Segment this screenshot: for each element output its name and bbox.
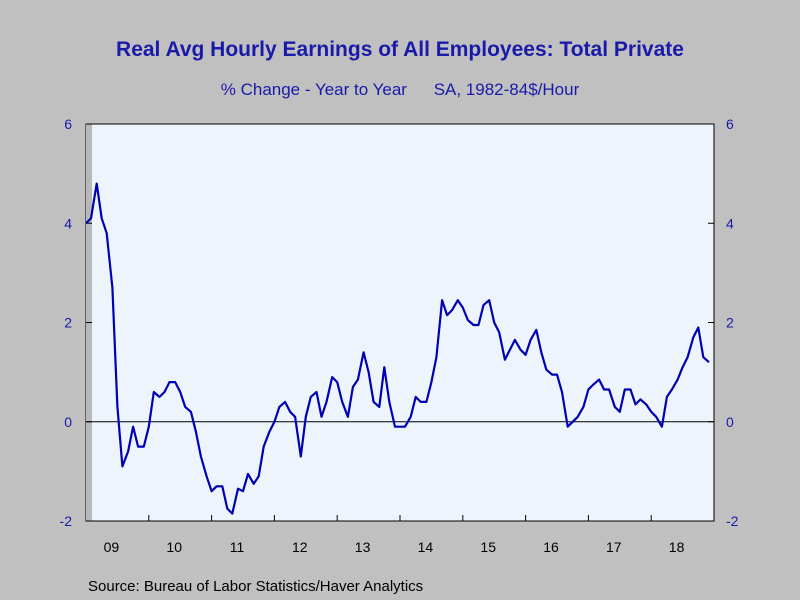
series-line — [85, 182, 710, 515]
x-tick-label: 18 — [669, 539, 685, 555]
y-tick-label-right: 0 — [726, 414, 734, 430]
y-tick-label-right: 6 — [726, 116, 734, 132]
y-tick-label-left: 0 — [64, 414, 72, 430]
x-tick-label: 15 — [480, 539, 496, 555]
x-tick-label: 11 — [230, 539, 245, 555]
x-tick-label: 13 — [355, 539, 371, 555]
y-tick-label-left: -2 — [60, 513, 73, 529]
axis-tick-labels: -2 -2 0 0 2 2 4 4 6 6 09 10 11 12 13 14 15 16 17 18 — [60, 116, 739, 555]
x-tick-label: 12 — [292, 539, 308, 555]
plot-area — [85, 123, 715, 522]
x-tick-label: 17 — [606, 539, 622, 555]
chart-subtitle: % Change - Year to Year SA, 1982-84$/Hou… — [0, 80, 800, 100]
y-tick-label-right: 2 — [726, 315, 734, 331]
x-tick-label: 16 — [543, 539, 559, 555]
y-tick-label-right: -2 — [726, 513, 739, 529]
x-tick-label: 10 — [166, 539, 182, 555]
x-tick-label: 14 — [418, 539, 434, 555]
y-tick-label-left: 4 — [64, 215, 72, 231]
chart-title: Real Avg Hourly Earnings of All Employee… — [116, 38, 684, 61]
x-tick-label: 09 — [104, 539, 120, 555]
y-tick-label-left: 2 — [64, 315, 72, 331]
subtitle-left: % Change - Year to Year — [220, 80, 407, 99]
y-tick-label-right: 4 — [726, 215, 734, 231]
subtitle-right: SA, 1982-84$/Hour — [433, 80, 580, 99]
y-tick-label-left: 6 — [64, 116, 72, 132]
source-note: Source: Bureau of Labor Statistics/Haver… — [88, 578, 424, 595]
